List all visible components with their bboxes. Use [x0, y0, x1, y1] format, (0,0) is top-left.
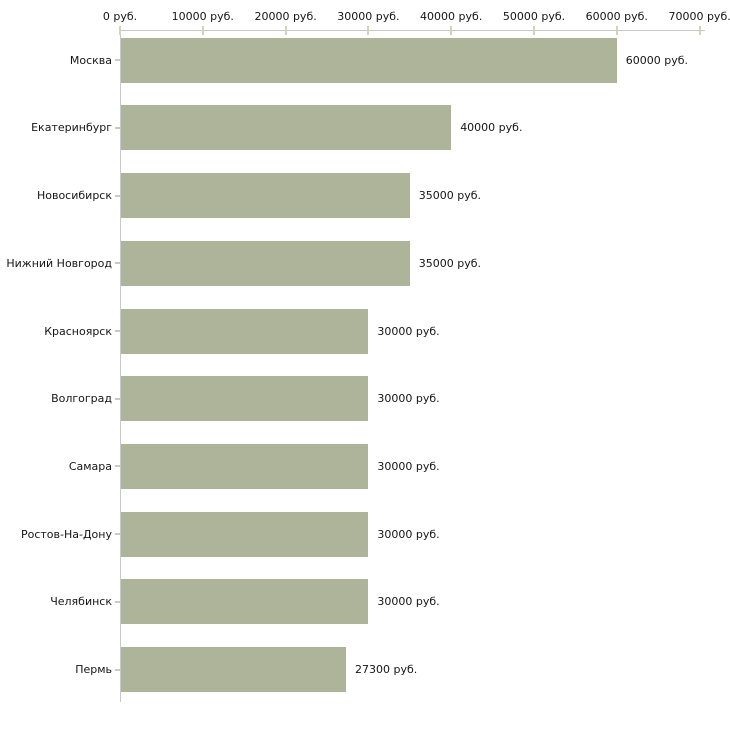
category-label: Москва: [69, 53, 112, 67]
category-label: Пермь: [75, 663, 112, 676]
bar: [121, 443, 369, 489]
y-tick-mark: [115, 194, 120, 197]
x-tick-label: 30000 руб.: [337, 10, 400, 23]
x-tick-label: 60000 руб.: [585, 10, 648, 23]
category-label: Екатеринбург: [31, 121, 112, 135]
bar: [121, 240, 410, 286]
value-label: 35000 руб.: [418, 189, 482, 203]
category-label: Новосибирск: [36, 189, 112, 203]
bar: [121, 308, 369, 354]
value-label: 35000 руб.: [418, 256, 482, 270]
x-tick-label: 10000 руб.: [171, 10, 234, 23]
value-label: 30000 руб.: [377, 324, 440, 338]
y-tick-mark: [115, 600, 120, 603]
category-label: Челябинск: [50, 595, 112, 609]
y-tick-mark: [115, 397, 120, 400]
bar: [121, 511, 369, 557]
x-tick-mark: [533, 26, 535, 35]
category-label: Волгоград: [51, 392, 112, 406]
x-tick-label: 70000 руб.: [668, 10, 730, 23]
value-label: 30000 руб.: [377, 459, 440, 473]
x-tick-label: 0 руб.: [102, 10, 138, 23]
bar: [121, 376, 369, 422]
category-label: Самара: [68, 459, 112, 473]
bar: [121, 647, 347, 692]
value-label: 30000 руб.: [377, 595, 440, 609]
x-axis-line: [120, 30, 705, 31]
category-label: Ростов-На-Дону: [20, 527, 112, 541]
y-tick-mark: [115, 126, 120, 129]
value-label: 30000 руб.: [377, 527, 440, 541]
y-tick-mark: [115, 59, 120, 62]
x-tick-mark: [367, 26, 370, 35]
y-tick-mark: [115, 262, 120, 265]
value-label: 27300 руб.: [355, 663, 418, 676]
y-tick-mark: [115, 465, 120, 468]
x-tick-label: 40000 руб.: [420, 10, 483, 23]
y-tick-mark: [115, 330, 120, 332]
x-tick-mark: [615, 26, 618, 35]
x-tick-mark: [284, 26, 287, 35]
category-label: Красноярск: [44, 324, 112, 338]
y-tick-mark: [115, 668, 120, 671]
x-tick-mark: [201, 26, 204, 35]
category-label: Нижний Новгород: [6, 256, 112, 270]
value-label: 60000 руб.: [625, 53, 689, 67]
x-tick-mark: [450, 26, 453, 35]
bar: [121, 579, 369, 625]
bar: [121, 105, 452, 151]
x-tick-mark: [119, 26, 121, 35]
x-tick-label: 50000 руб.: [502, 10, 566, 23]
value-label: 40000 руб.: [460, 121, 523, 135]
y-axis-line: [120, 30, 121, 702]
bar: [121, 37, 617, 83]
x-tick-mark: [698, 26, 701, 35]
x-tick-label: 20000 руб.: [254, 10, 317, 23]
y-tick-mark: [115, 533, 120, 536]
bar: [121, 173, 410, 219]
value-label: 30000 руб.: [377, 392, 440, 406]
